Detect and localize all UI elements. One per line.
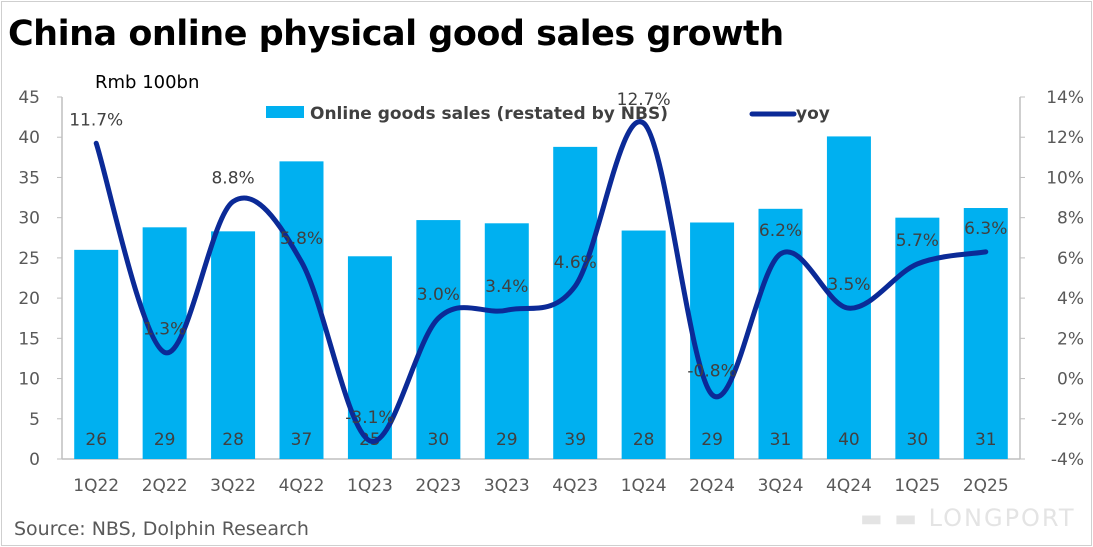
bar-data-label: 26 [85,430,107,450]
yoy-data-label: 6.2% [759,221,802,241]
legend-label-bars: Online goods sales (restated by NBS) [310,104,668,124]
x-tick-label: 3Q22 [210,476,256,496]
right-tick-label: 0% [1057,370,1084,390]
right-tick-label: 6% [1057,249,1084,269]
yoy-data-label: 6.3% [964,219,1007,239]
yoy-data-label: 3.0% [417,285,460,305]
bar-data-label: 28 [633,430,655,450]
bar-data-label: 40 [838,430,860,450]
bar-data-label: 30 [907,430,929,450]
bar-data-label: 37 [291,430,313,450]
bar-data-label: 29 [496,430,518,450]
x-tick-label: 3Q24 [758,476,804,496]
left-tick-label: 40 [18,128,40,148]
bar [211,231,256,459]
left-tick-label: 25 [18,249,40,269]
right-tick-label: -4% [1051,450,1084,470]
left-tick-label: 10 [18,370,40,390]
left-axis-unit: Rmb 100bn [95,72,199,93]
x-tick-label: 1Q23 [347,476,393,496]
right-tick-label: 2% [1057,329,1084,349]
legend-label-yoy: yoy [796,104,830,124]
right-tick-label: 14% [1046,88,1084,108]
longport-logo: ▬ ▬ LONGPORT [860,504,1076,532]
x-tick-label: 2Q25 [963,476,1009,496]
right-tick-label: 12% [1046,128,1084,148]
yoy-data-label: -0.8% [687,362,736,382]
right-tick-label: -2% [1051,410,1084,430]
x-tick-label: 1Q24 [621,476,667,496]
legend-swatch-bars [266,106,304,118]
yoy-data-label: -3.1% [345,408,394,428]
right-tick-label: 8% [1057,209,1084,229]
x-tick-label: 2Q23 [415,476,461,496]
left-tick-label: 45 [18,88,40,108]
yoy-data-label: 3.5% [827,275,870,295]
chart-title: China online physical good sales growth [8,14,784,54]
bar [74,249,119,459]
yoy-data-label: 8.8% [211,169,254,189]
yoy-data-label: 11.7% [69,110,123,130]
left-tick-label: 20 [18,289,40,309]
yoy-data-label: 12.7% [617,90,671,110]
left-tick-label: 30 [18,209,40,229]
bar [963,208,1008,459]
left-tick-label: 35 [18,168,40,188]
yoy-line [93,119,989,444]
bar-data-label: 39 [564,430,586,450]
bar-data-label: 30 [428,430,450,450]
bar [484,223,529,459]
yoy-data-label: 1.3% [143,319,186,339]
x-tick-label: 4Q22 [279,476,325,496]
x-tick-label: 2Q22 [142,476,188,496]
bar [621,230,666,459]
x-tick-label: 1Q25 [894,476,940,496]
right-tick-label: 10% [1046,168,1084,188]
bar [895,217,940,459]
x-tick-label: 1Q22 [73,476,119,496]
x-tick-label: 4Q23 [552,476,598,496]
bar-data-label: 31 [770,430,792,450]
left-tick-label: 0 [29,450,40,470]
left-tick-label: 15 [18,329,40,349]
yoy-data-label: 5.7% [896,231,939,251]
bar-data-label: 28 [222,430,244,450]
right-tick-label: 4% [1057,289,1084,309]
bar [279,161,324,459]
yoy-data-label: 5.8% [280,229,323,249]
yoy-data-label: 3.4% [485,277,528,297]
left-tick-label: 5 [29,410,40,430]
bar-data-label: 29 [154,430,176,450]
bar [758,208,803,459]
bar-data-label: 31 [975,430,997,450]
x-tick-label: 4Q24 [826,476,872,496]
yoy-data-label: 4.6% [554,253,597,273]
x-tick-label: 2Q24 [689,476,735,496]
source-note: Source: NBS, Dolphin Research [14,518,309,540]
bar [690,222,735,459]
x-tick-label: 3Q23 [484,476,530,496]
bar-data-label: 29 [701,430,723,450]
